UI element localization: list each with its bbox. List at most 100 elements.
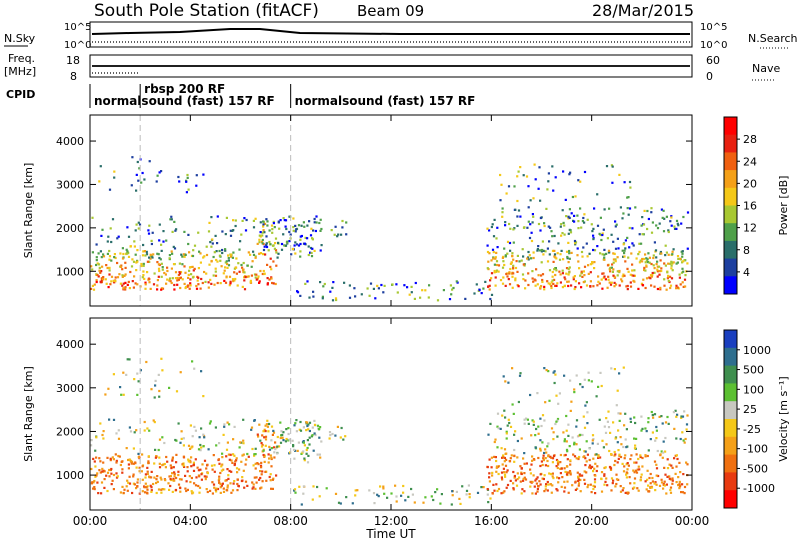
echo-cell — [413, 297, 416, 300]
echo-cell — [563, 284, 566, 287]
echo-cell — [303, 225, 306, 228]
echo-cell — [149, 484, 152, 487]
echo-cell — [565, 465, 569, 468]
echo-cell — [162, 230, 165, 233]
echo-cell — [243, 486, 246, 489]
y-axis-label: Slant Range [km] — [22, 366, 35, 462]
echo-cell — [626, 288, 629, 291]
echo-cell — [156, 279, 159, 282]
echo-cell — [268, 448, 272, 451]
echo-cell — [657, 474, 660, 478]
echo-cell — [258, 238, 261, 241]
echo-cell — [273, 247, 276, 250]
echo-cell — [591, 261, 594, 264]
echo-cell — [584, 404, 587, 407]
echo-cell — [191, 276, 195, 279]
echo-cell — [633, 269, 636, 272]
echo-cell — [602, 272, 605, 275]
colorbar-swatch — [724, 365, 737, 384]
echo-cell — [174, 229, 177, 232]
echo-cell — [512, 470, 515, 474]
echo-cell — [502, 276, 505, 279]
echo-cell — [279, 421, 282, 424]
echo-cell — [679, 257, 682, 260]
echo-cell — [147, 229, 150, 232]
echo-cell — [647, 261, 650, 264]
echo-cell — [614, 459, 617, 463]
echo-cell — [404, 499, 407, 502]
echo-cell — [590, 491, 593, 494]
echo-cell — [618, 372, 621, 375]
echo-cell — [294, 252, 297, 255]
echo-cell — [495, 237, 498, 240]
echo-cell — [656, 449, 659, 453]
echo-cell — [482, 486, 485, 489]
echo-cell — [570, 284, 573, 287]
echo-cell — [547, 370, 550, 373]
echo-cell — [666, 415, 669, 419]
echo-cell — [109, 459, 112, 462]
echo-cell — [660, 208, 663, 211]
echo-cell — [318, 436, 321, 439]
echo-cell — [308, 429, 311, 433]
echo-cell — [567, 471, 570, 474]
echo-cell — [198, 475, 201, 478]
echo-cell — [497, 472, 500, 476]
echo-cell — [551, 270, 554, 274]
echo-cell — [550, 230, 553, 233]
echo-cell — [112, 279, 115, 282]
echo-cell — [561, 272, 564, 275]
echo-cell — [96, 481, 99, 484]
echo-cell — [335, 298, 338, 302]
echo-cell — [683, 441, 686, 444]
echo-cell — [551, 165, 554, 168]
echo-cell — [486, 267, 489, 270]
echo-cell — [95, 280, 98, 284]
echo-cell — [625, 471, 628, 474]
echo-cell — [212, 454, 215, 457]
echo-cell — [175, 390, 179, 393]
echo-cell — [492, 235, 496, 238]
echo-cell — [164, 273, 167, 276]
echo-cell — [507, 418, 510, 421]
echo-cell — [236, 284, 239, 287]
echo-cell — [651, 271, 654, 275]
echo-cell — [557, 242, 560, 245]
echo-cell — [114, 276, 117, 279]
echo-cell — [150, 388, 153, 391]
echo-cell — [567, 241, 570, 244]
echo-cell — [108, 269, 111, 272]
echo-cell — [121, 257, 125, 260]
echo-cell — [647, 490, 650, 493]
echo-cell — [544, 488, 547, 491]
echo-cell — [185, 480, 188, 483]
echo-cell — [504, 416, 507, 419]
echo-cell — [542, 459, 545, 462]
echo-cell — [537, 425, 540, 428]
echo-cell — [213, 470, 216, 473]
echo-cell — [403, 284, 406, 287]
echo-cell — [166, 266, 169, 269]
echo-cell — [547, 483, 550, 486]
echo-cell — [612, 268, 615, 271]
echo-cell — [525, 462, 528, 465]
echo-cell — [587, 483, 590, 487]
echo-cell — [568, 271, 571, 274]
echo-cell — [102, 430, 105, 433]
echo-cell — [533, 163, 536, 166]
echo-cell — [255, 273, 258, 276]
echo-cell — [490, 293, 494, 296]
echo-cell — [662, 230, 666, 233]
echo-cell — [202, 173, 205, 176]
echo-cell — [233, 267, 236, 270]
echo-cell — [542, 457, 545, 460]
echo-cell — [650, 262, 653, 266]
echo-cell — [478, 289, 481, 292]
echo-cell — [242, 268, 245, 271]
colorbar-swatch — [724, 276, 737, 295]
echo-cell — [225, 275, 228, 278]
echo-cell — [502, 260, 505, 263]
echo-cell — [558, 270, 561, 273]
echo-cell — [499, 199, 502, 202]
echo-cell — [616, 274, 619, 277]
